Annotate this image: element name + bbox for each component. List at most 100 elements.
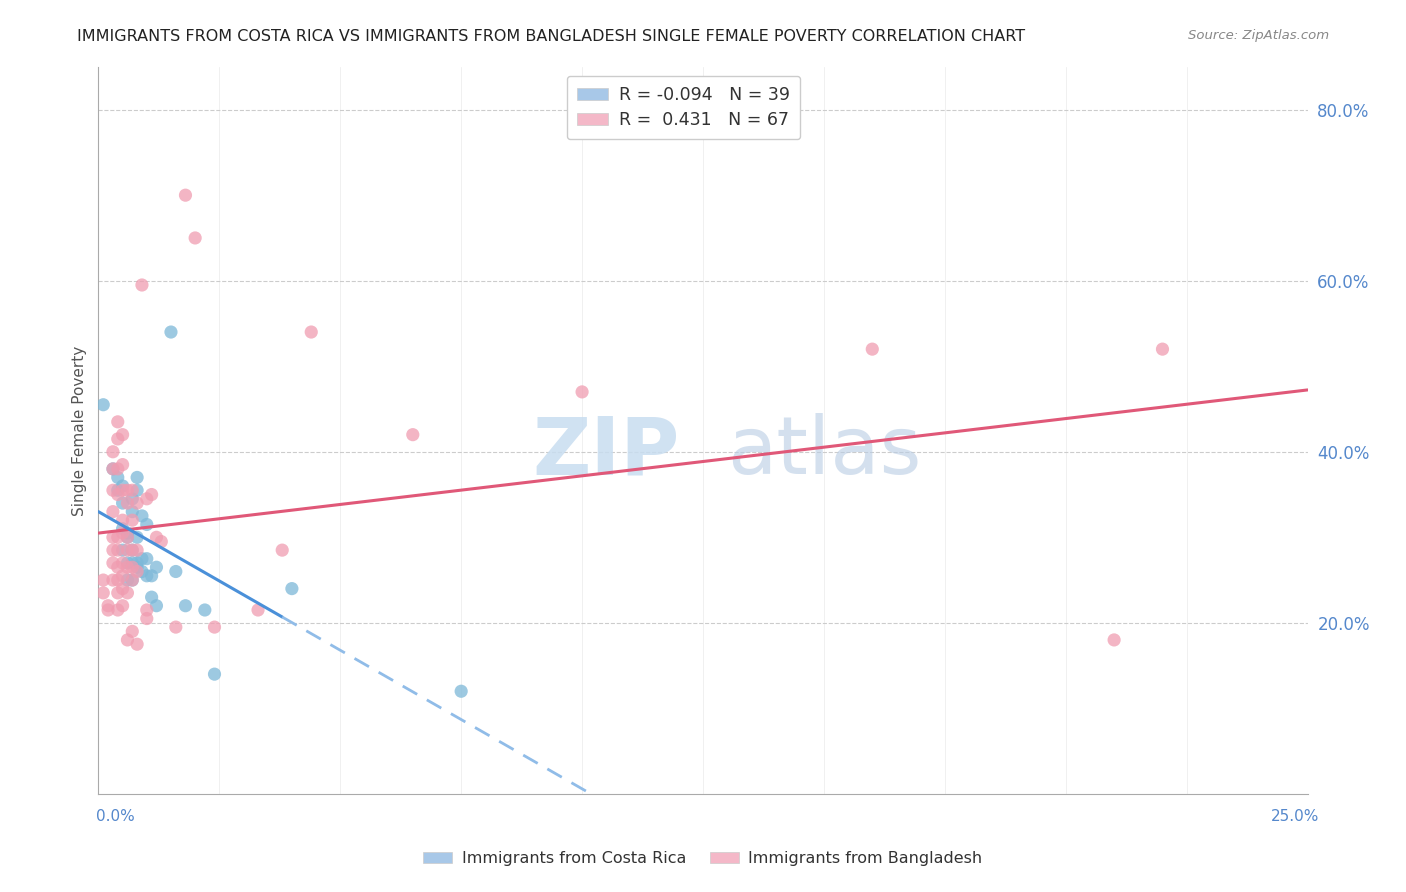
Point [111,496,134,510]
Text: 0.0%: 0.0% [96,809,135,823]
Point [1152,342,1174,356]
Point [111,479,134,493]
Point [117,586,139,600]
Point [111,427,134,442]
Point [117,560,139,574]
Point [111,582,134,596]
Point [107,573,129,587]
Point [204,667,226,681]
Point [135,603,157,617]
Point [150,534,173,549]
Point [145,560,167,574]
Point [131,278,153,293]
Point [107,543,129,558]
Point [117,543,139,558]
Point [127,543,149,558]
Point [127,637,149,651]
Point [135,491,157,506]
Point [117,530,139,544]
Text: ZIP: ZIP [533,413,681,491]
Point [91,573,114,587]
Point [571,384,593,399]
Point [165,565,187,579]
Point [107,603,129,617]
Point [101,462,124,476]
Point [145,599,167,613]
Point [97,599,120,613]
Point [117,573,139,587]
Point [135,517,157,532]
Point [117,530,139,544]
Point [111,458,134,472]
Point [117,556,139,570]
Point [101,556,124,570]
Point [860,342,883,356]
Point [204,620,226,634]
Point [141,487,163,501]
Point [101,530,124,544]
Point [111,556,134,570]
Point [127,556,149,570]
Point [101,444,124,458]
Text: Source: ZipAtlas.com: Source: ZipAtlas.com [1188,29,1329,42]
Point [91,586,114,600]
Point [117,632,139,647]
Point [107,470,129,484]
Point [194,603,217,617]
Point [121,543,143,558]
Point [117,496,139,510]
Point [121,624,143,639]
Point [160,325,183,339]
Point [135,611,157,625]
Point [127,530,149,544]
Y-axis label: Single Female Poverty: Single Female Poverty [72,345,87,516]
Point [174,599,197,613]
Point [121,556,143,570]
Point [107,487,129,501]
Point [111,513,134,527]
Point [131,551,153,566]
Point [121,573,143,587]
Point [127,496,149,510]
Text: 25.0%: 25.0% [1271,809,1319,823]
Point [107,483,129,498]
Legend: Immigrants from Costa Rica, Immigrants from Bangladesh: Immigrants from Costa Rica, Immigrants f… [418,845,988,872]
Point [450,684,472,698]
Point [281,582,304,596]
Text: atlas: atlas [727,413,921,491]
Point [127,560,149,574]
Point [1102,632,1125,647]
Point [135,569,157,583]
Point [107,432,129,446]
Point [165,620,187,634]
Point [127,565,149,579]
Point [247,603,270,617]
Point [111,599,134,613]
Point [121,505,143,519]
Point [97,603,120,617]
Point [402,427,425,442]
Point [141,590,163,604]
Point [91,398,114,412]
Point [121,543,143,558]
Point [111,522,134,536]
Point [145,530,167,544]
Point [111,526,134,541]
Point [121,483,143,498]
Point [111,483,134,498]
Text: IMMIGRANTS FROM COSTA RICA VS IMMIGRANTS FROM BANGLADESH SINGLE FEMALE POVERTY C: IMMIGRANTS FROM COSTA RICA VS IMMIGRANTS… [77,29,1025,44]
Point [299,325,322,339]
Point [135,551,157,566]
Point [101,462,124,476]
Point [111,543,134,558]
Point [117,526,139,541]
Point [101,543,124,558]
Point [174,188,197,202]
Legend: R = -0.094   N = 39, R =  0.431   N = 67: R = -0.094 N = 39, R = 0.431 N = 67 [567,76,800,139]
Point [111,569,134,583]
Point [101,573,124,587]
Point [127,470,149,484]
Point [101,483,124,498]
Point [121,491,143,506]
Point [131,508,153,523]
